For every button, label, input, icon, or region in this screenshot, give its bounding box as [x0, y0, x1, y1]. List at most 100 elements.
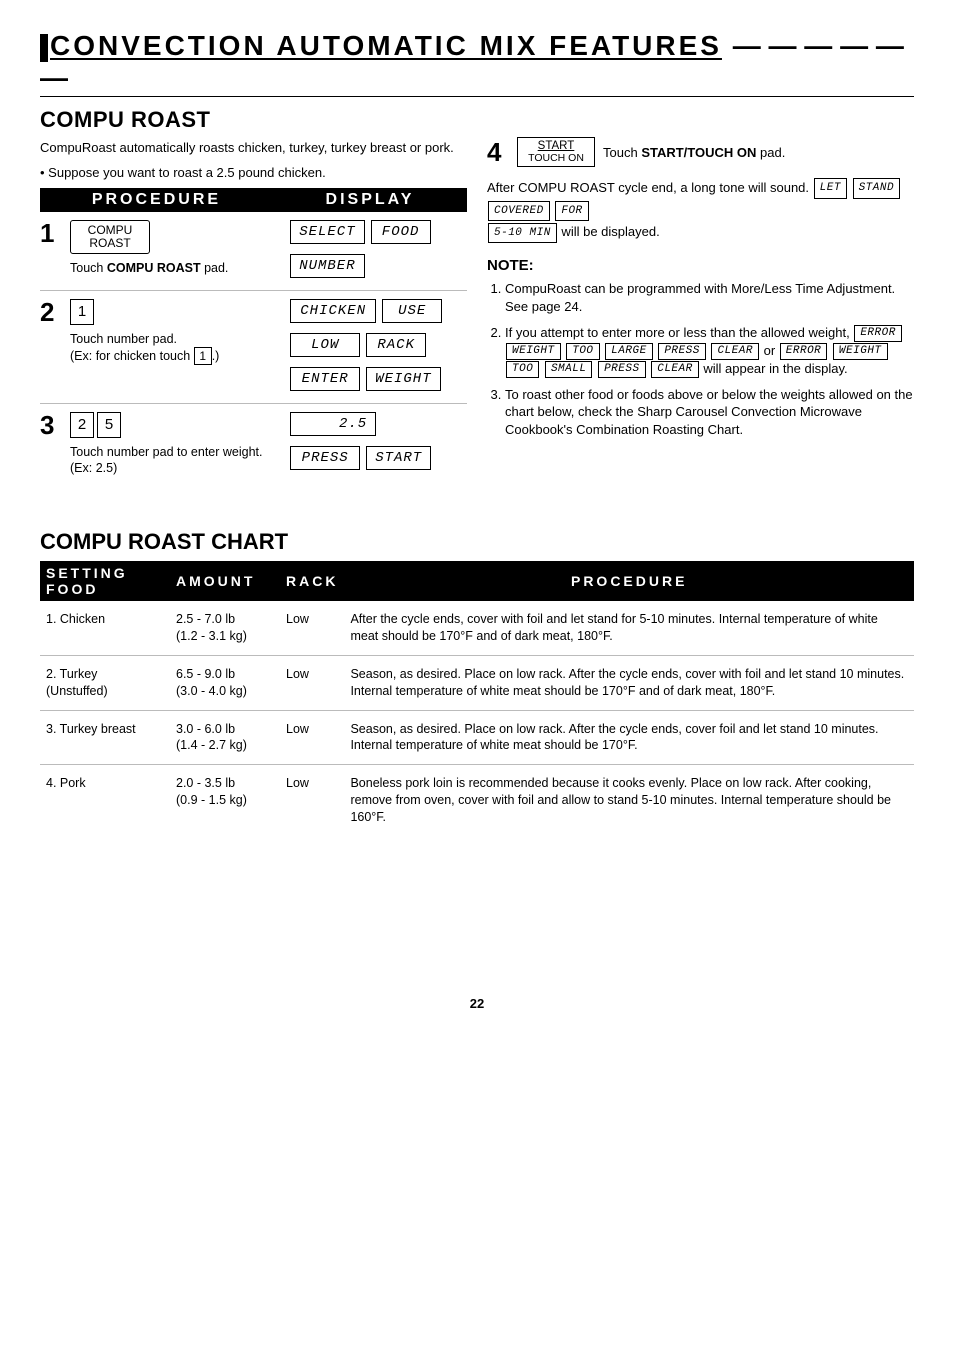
- procedure-header: PROCEDURE DISPLAY: [40, 188, 467, 212]
- table-cell: Season, as desired. Place on low rack. A…: [344, 655, 914, 710]
- display-inline: CLEAR: [651, 361, 699, 378]
- btn-line1: START: [538, 140, 575, 152]
- display-cell: LOW: [290, 333, 360, 357]
- chart-header: RACK: [280, 561, 344, 601]
- step4-text: Touch START/TOUCH ON pad.: [603, 145, 785, 160]
- btn-line1: COMPU: [88, 223, 133, 237]
- inline-key: 1: [194, 347, 212, 365]
- start-touch-on-button[interactable]: START TOUCH ON: [517, 137, 595, 167]
- chart-header: SETTING FOOD: [40, 561, 170, 601]
- display-inline: TOO: [506, 361, 539, 378]
- procedure-header-left: PROCEDURE: [40, 191, 273, 209]
- table-cell: Low: [280, 710, 344, 765]
- display-inline: WEIGHT: [506, 343, 561, 360]
- table-cell: Boneless pork loin is recommended becaus…: [344, 765, 914, 836]
- intro-text: CompuRoast automatically roasts chicken,…: [40, 139, 467, 157]
- table-cell: After the cycle ends, cover with foil an…: [344, 601, 914, 655]
- step-number: 1: [40, 220, 62, 282]
- section-title: COMPU ROAST: [40, 107, 467, 133]
- chart-title: COMPU ROAST CHART: [40, 529, 914, 555]
- t: pad.: [756, 145, 785, 160]
- note-item: To roast other food or foods above or be…: [505, 386, 914, 439]
- table-row: 4. Pork2.0 - 3.5 lb (0.9 - 1.5 kg)LowBon…: [40, 765, 914, 836]
- display-inline: ERROR: [780, 343, 828, 360]
- compu-roast-button[interactable]: COMPU ROAST: [70, 220, 150, 254]
- t: or: [764, 343, 776, 358]
- table-row: 2. Turkey (Unstuffed)6.5 - 9.0 lb (3.0 -…: [40, 655, 914, 710]
- btn-line2: TOUCH ON: [524, 153, 588, 165]
- table-cell: 3. Turkey breast: [40, 710, 170, 765]
- right-column: 4 START TOUCH ON Touch START/TOUCH ON pa…: [487, 107, 914, 484]
- table-cell: 6.5 - 9.0 lb (3.0 - 4.0 kg): [170, 655, 280, 710]
- step-number: 4: [487, 139, 509, 165]
- step-3: 3 2 5 Touch number pad to enter weight. …: [40, 404, 467, 485]
- step-2: 2 1 Touch number pad. (Ex: for chicken t…: [40, 291, 467, 404]
- after-text: After COMPU ROAST cycle end, a long tone…: [487, 177, 914, 243]
- display-cell: USE: [382, 299, 442, 323]
- bullet-list: Suppose you want to roast a 2.5 pound ch…: [40, 165, 467, 180]
- step-display: SELECT FOOD NUMBER: [290, 220, 467, 282]
- display-inline: COVERED: [488, 201, 550, 222]
- chart-header-row: SETTING FOOD AMOUNT RACK PROCEDURE: [40, 561, 914, 601]
- step-caption: Touch number pad. (Ex: for chicken touch…: [70, 331, 282, 365]
- step-4: 4 START TOUCH ON Touch START/TOUCH ON pa…: [487, 137, 914, 167]
- t: Touch: [603, 145, 641, 160]
- display-inline: STAND: [853, 178, 901, 199]
- compu-roast-chart: SETTING FOOD AMOUNT RACK PROCEDURE 1. Ch…: [40, 561, 914, 836]
- display-inline: LET: [814, 178, 847, 199]
- table-cell: Low: [280, 765, 344, 836]
- table-cell: Season, as desired. Place on low rack. A…: [344, 710, 914, 765]
- step-display: CHICKEN USE LOW RACK ENTER WEIGHT: [290, 299, 467, 395]
- table-row: 3. Turkey breast3.0 - 6.0 lb (1.4 - 2.7 …: [40, 710, 914, 765]
- caption-bold: COMPU ROAST: [107, 261, 201, 275]
- t: will be displayed.: [558, 224, 660, 239]
- note-item: If you attempt to enter more or less tha…: [505, 324, 914, 378]
- procedure-header-right: DISPLAY: [273, 191, 467, 209]
- keypad-2[interactable]: 2: [70, 412, 94, 438]
- step-1: 1 COMPU ROAST Touch COMPU ROAST pad. SEL…: [40, 212, 467, 291]
- table-cell: Low: [280, 655, 344, 710]
- page-number: 22: [40, 996, 914, 1011]
- step-caption: Touch number pad to enter weight. (Ex: 2…: [70, 444, 282, 477]
- display-cell: RACK: [366, 333, 426, 357]
- display-inline: PRESS: [598, 361, 646, 378]
- note-title: NOTE:: [487, 257, 914, 274]
- display-inline: WEIGHT: [833, 343, 888, 360]
- page-header: CONVECTION AUTOMATIC MIX FEATURES — — — …: [40, 30, 914, 97]
- step-display: 2.5 PRESS START: [290, 412, 467, 477]
- step-caption: Touch COMPU ROAST pad.: [70, 260, 282, 276]
- display-inline: 5-10 MIN: [488, 223, 557, 244]
- display-cell: PRESS: [290, 446, 360, 470]
- table-cell: 4. Pork: [40, 765, 170, 836]
- bullet-item: Suppose you want to roast a 2.5 pound ch…: [40, 165, 467, 180]
- display-cell: WEIGHT: [366, 367, 440, 391]
- t: If you attempt to enter more or less tha…: [505, 325, 850, 340]
- display-inline: FOR: [555, 201, 588, 222]
- cap-line: Touch number pad.: [70, 332, 177, 346]
- keypad-5[interactable]: 5: [97, 412, 121, 438]
- chart-header: AMOUNT: [170, 561, 280, 601]
- table-cell: 3.0 - 6.0 lb (1.4 - 2.7 kg): [170, 710, 280, 765]
- notes-list: CompuRoast can be programmed with More/L…: [487, 280, 914, 438]
- table-cell: 2.0 - 3.5 lb (0.9 - 1.5 kg): [170, 765, 280, 836]
- display-inline: ERROR: [854, 325, 902, 342]
- step-left: 1 Touch number pad. (Ex: for chicken tou…: [70, 299, 282, 395]
- display-cell: FOOD: [371, 220, 431, 244]
- table-cell: Low: [280, 601, 344, 655]
- display-inline: SMALL: [545, 361, 593, 378]
- step-number: 2: [40, 299, 62, 395]
- step-number: 3: [40, 412, 62, 477]
- display-cell: START: [366, 446, 431, 470]
- keypad-1[interactable]: 1: [70, 299, 94, 325]
- header-bar: [40, 34, 48, 62]
- t: START/TOUCH ON: [641, 145, 756, 160]
- t: will appear in the display.: [700, 361, 848, 376]
- cap-line: .): [212, 349, 220, 363]
- chart-header: PROCEDURE: [344, 561, 914, 601]
- display-cell: CHICKEN: [290, 299, 376, 323]
- table-cell: 2.5 - 7.0 lb (1.2 - 3.1 kg): [170, 601, 280, 655]
- display-inline: TOO: [566, 343, 599, 360]
- display-inline: PRESS: [658, 343, 706, 360]
- step-left: COMPU ROAST Touch COMPU ROAST pad.: [70, 220, 282, 282]
- display-inline: LARGE: [605, 343, 653, 360]
